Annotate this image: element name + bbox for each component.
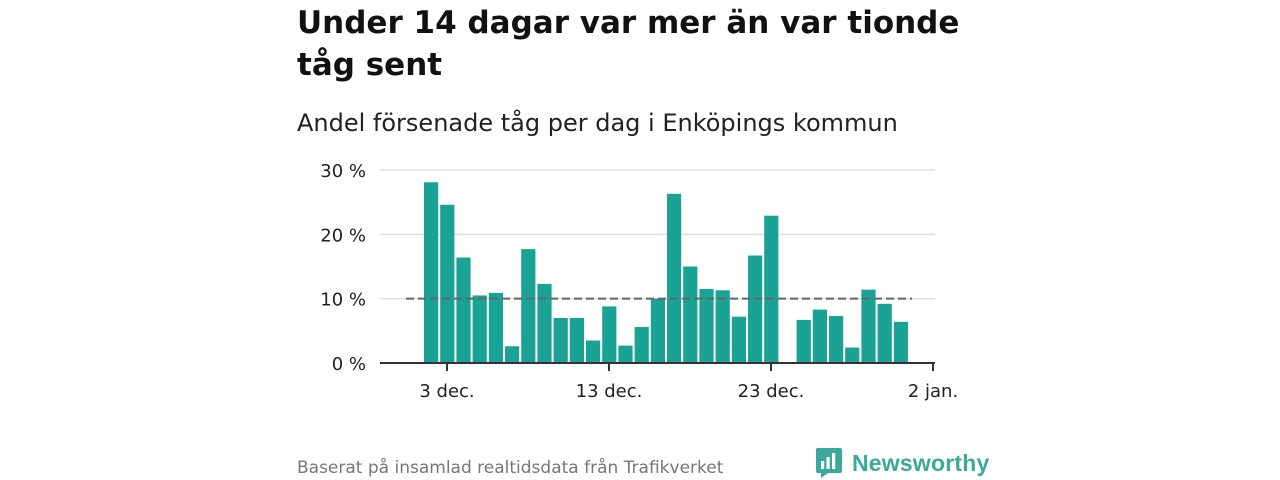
y-tick-label: 0 % xyxy=(332,354,366,375)
bar xyxy=(812,309,827,363)
bar xyxy=(715,290,730,363)
bar xyxy=(472,295,487,363)
x-axis-tick-labels: 3 dec. 13 dec. 23 dec. 2 jan. xyxy=(419,381,958,402)
bar xyxy=(796,319,811,363)
bar xyxy=(845,347,860,363)
brand-logo: Newsworthy xyxy=(815,446,989,480)
bar xyxy=(699,289,714,363)
x-tick-label: 2 jan. xyxy=(908,381,958,402)
bar xyxy=(537,283,552,363)
bar xyxy=(683,266,698,363)
y-tick-label: 20 % xyxy=(320,225,366,246)
bar xyxy=(893,321,908,363)
bar xyxy=(634,326,649,363)
bar xyxy=(456,257,471,363)
y-axis-tick-labels: 0 % 10 % 20 % 30 % xyxy=(320,161,366,375)
bar xyxy=(861,289,876,363)
bar xyxy=(602,306,617,363)
bar xyxy=(764,215,779,363)
bar xyxy=(440,204,455,363)
bar xyxy=(877,303,892,363)
bar xyxy=(586,340,601,363)
bar xyxy=(667,193,682,363)
bar xyxy=(618,345,633,363)
bar xyxy=(748,255,763,363)
chart-subtitle: Andel försenade tåg per dag i Enköpings … xyxy=(297,109,898,137)
brand-name: Newsworthy xyxy=(852,449,990,476)
source-note: Baserat på insamlad realtidsdata från Tr… xyxy=(297,458,724,478)
bar-chart: 0 % 10 % 20 % 30 % 3 dec. 13 dec. 23 dec. 2 ja… xyxy=(320,161,958,402)
bar xyxy=(521,249,536,363)
y-tick-label: 30 % xyxy=(320,161,366,182)
bar xyxy=(553,317,568,363)
bar xyxy=(829,316,844,363)
x-tick-label: 23 dec. xyxy=(738,381,805,402)
bar xyxy=(488,292,503,363)
bar xyxy=(505,346,520,363)
bar xyxy=(731,316,746,363)
x-tick-label: 13 dec. xyxy=(576,381,643,402)
bars xyxy=(424,182,908,363)
bar xyxy=(424,182,439,363)
y-tick-label: 10 % xyxy=(320,290,366,311)
bar xyxy=(650,298,665,363)
x-tick-label: 3 dec. xyxy=(419,381,474,402)
x-axis xyxy=(380,362,935,371)
bar xyxy=(569,317,584,363)
newsworthy-logo-icon xyxy=(816,448,842,478)
chart-title: Under 14 dagar var mer än var tionde tåg… xyxy=(297,5,960,83)
